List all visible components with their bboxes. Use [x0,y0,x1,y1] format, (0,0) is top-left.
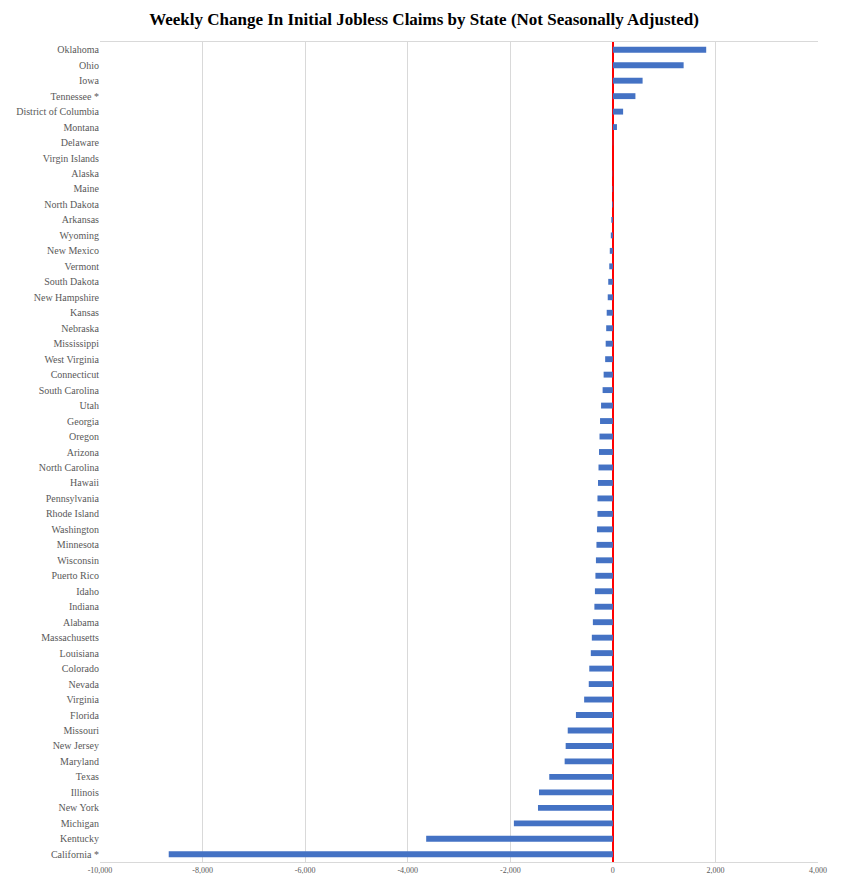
svg-text:Idaho: Idaho [76,586,99,597]
svg-text:Alaska: Alaska [71,168,99,179]
svg-text:-6,000: -6,000 [295,866,316,875]
svg-text:Tennessee *: Tennessee * [51,91,99,102]
svg-text:4,000: 4,000 [809,866,827,875]
svg-text:Indiana: Indiana [69,601,100,612]
svg-text:Georgia: Georgia [67,416,100,427]
svg-text:New Jersey: New Jersey [53,740,99,751]
svg-text:Alabama: Alabama [63,617,100,628]
svg-text:-8,000: -8,000 [192,866,213,875]
svg-text:Arizona: Arizona [67,447,100,458]
svg-text:Pennsylvania: Pennsylvania [46,493,100,504]
svg-text:Vermont: Vermont [65,261,100,272]
svg-text:Texas: Texas [76,771,99,782]
svg-text:New Hampshire: New Hampshire [34,292,100,303]
svg-text:Oklahoma: Oklahoma [57,44,99,55]
svg-text:Kentucky: Kentucky [60,833,99,844]
svg-text:Montana: Montana [63,122,99,133]
svg-text:Illinois: Illinois [71,787,99,798]
svg-text:2,000: 2,000 [706,866,724,875]
svg-text:Massachusetts: Massachusetts [41,632,99,643]
svg-text:Delaware: Delaware [61,137,100,148]
svg-text:Colorado: Colorado [62,663,99,674]
svg-text:Washington: Washington [51,524,99,535]
svg-text:Puerto Rico: Puerto Rico [52,570,100,581]
svg-text:Virgin Islands: Virgin Islands [43,153,99,164]
svg-text:Hawaii: Hawaii [70,477,99,488]
svg-text:Mississippi: Mississippi [53,338,99,349]
svg-text:Maine: Maine [73,183,99,194]
svg-text:North Dakota: North Dakota [44,199,99,210]
svg-text:Louisiana: Louisiana [60,648,100,659]
svg-text:Connecticut: Connecticut [51,369,100,380]
svg-text:Nebraska: Nebraska [61,323,99,334]
svg-text:West Virginia: West Virginia [44,354,99,365]
svg-text:Wisconsin: Wisconsin [57,555,99,566]
svg-text:Rhode Island: Rhode Island [46,508,99,519]
svg-text:California *: California * [51,849,99,860]
svg-text:South Dakota: South Dakota [44,276,99,287]
svg-text:Michigan: Michigan [61,818,99,829]
svg-text:New York: New York [58,802,99,813]
svg-text:Oregon: Oregon [69,431,99,442]
svg-text:Missouri: Missouri [63,725,99,736]
svg-text:Iowa: Iowa [79,75,100,86]
svg-text:South Carolina: South Carolina [39,385,100,396]
svg-text:-10,000: -10,000 [88,866,113,875]
svg-text:Weekly Change In Initial Joble: Weekly Change In Initial Jobless Claims … [149,10,699,29]
svg-text:0: 0 [611,866,615,875]
svg-text:Virginia: Virginia [66,694,99,705]
svg-text:Florida: Florida [70,710,99,721]
svg-text:District of Columbia: District of Columbia [16,106,99,117]
svg-text:Kansas: Kansas [70,307,99,318]
svg-text:Maryland: Maryland [60,756,99,767]
svg-text:Wyoming: Wyoming [60,230,99,241]
svg-text:Arkansas: Arkansas [62,214,99,225]
svg-text:Ohio: Ohio [79,60,99,71]
svg-text:Nevada: Nevada [68,679,99,690]
svg-text:North Carolina: North Carolina [39,462,100,473]
svg-text:New Mexico: New Mexico [47,245,99,256]
svg-text:Minnesota: Minnesota [57,539,100,550]
svg-text:-4,000: -4,000 [397,866,418,875]
svg-text:Utah: Utah [80,400,99,411]
svg-text:-2,000: -2,000 [500,866,521,875]
